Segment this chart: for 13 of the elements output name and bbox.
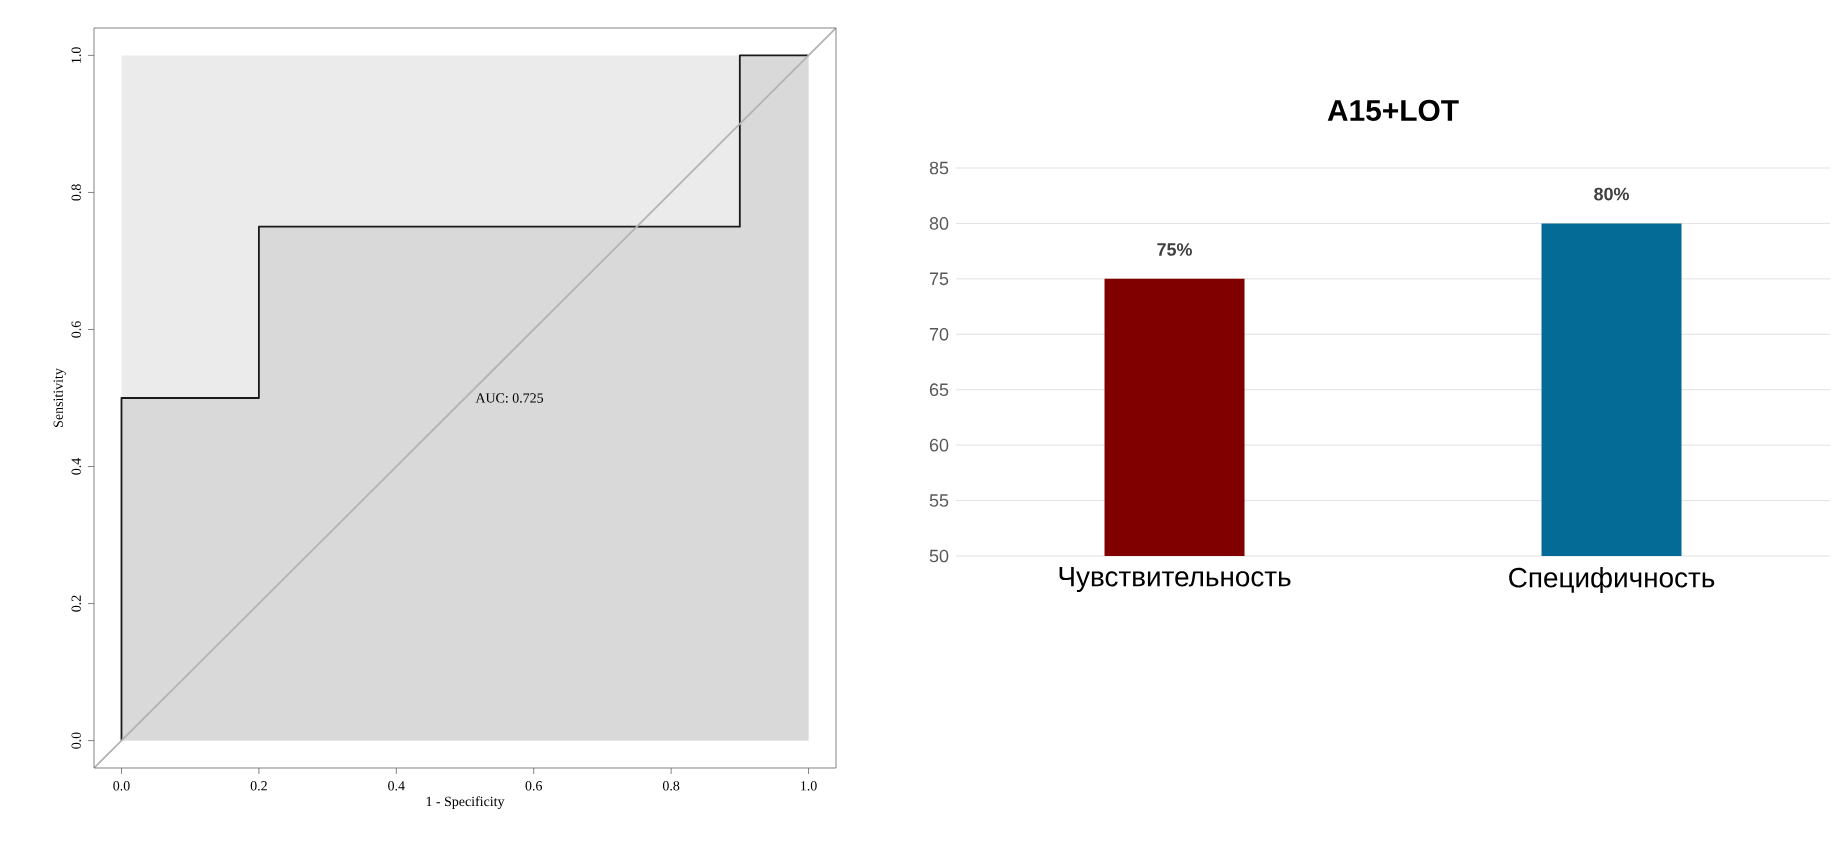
y-tick-label: 50 (929, 549, 949, 563)
y-tick-label: 75 (929, 272, 949, 286)
chart-title: A15+LOT (1327, 99, 1459, 121)
y-tick-label: 80 (929, 217, 949, 230)
y-tick-label: 70 (929, 327, 949, 341)
y-tick-label: 65 (929, 383, 949, 397)
y-tick-label: 55 (929, 494, 949, 507)
y-tick-label: 60 (929, 438, 949, 452)
data-label: 75% (1157, 243, 1192, 256)
data-label: 80% (1594, 187, 1629, 201)
y-tick-label: 85 (929, 161, 949, 175)
x-tick-label: Специфичность (1509, 567, 1715, 594)
x-tick-label: Чувствительность (1059, 567, 1291, 593)
